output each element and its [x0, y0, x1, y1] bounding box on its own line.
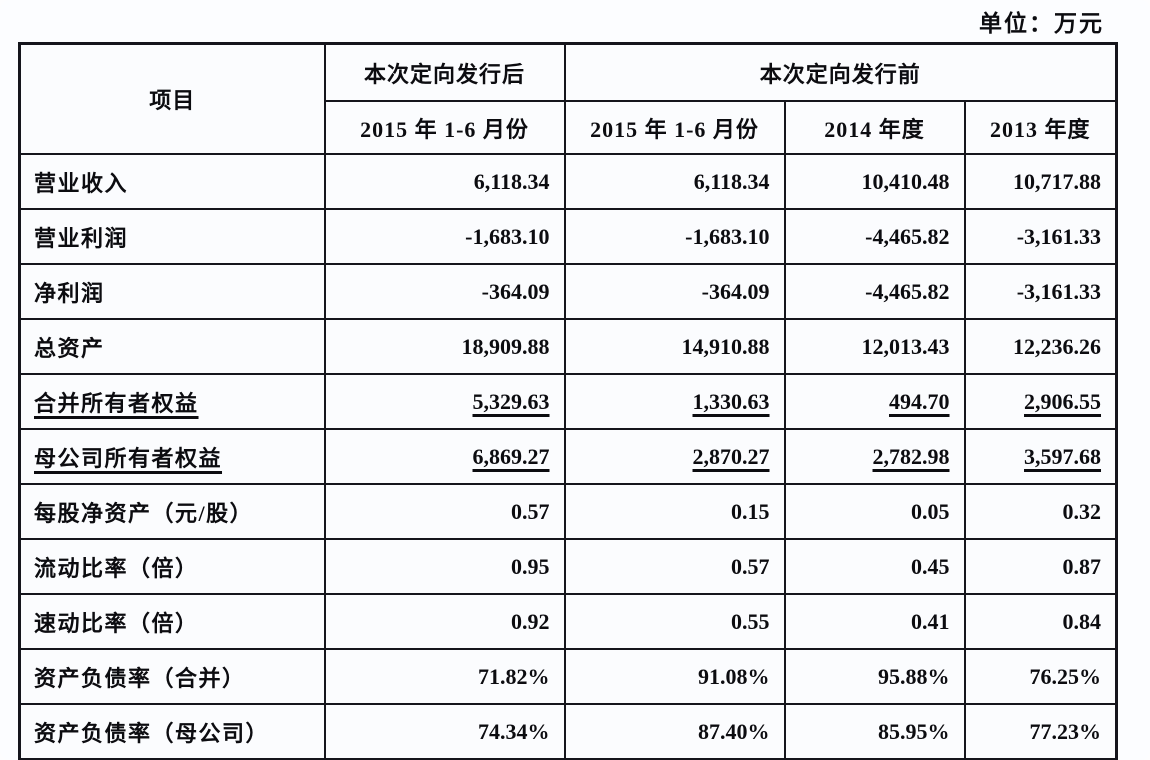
cell-2014: 95.88% — [783, 648, 966, 705]
cell-before-2015h1: 2,870.27 — [563, 428, 786, 485]
table-row: 资产负债率（合并） 71.82% 91.08% 95.88% 76.25% — [18, 648, 1118, 705]
cell-after-2015h1: 18,909.88 — [323, 318, 566, 375]
cell-2013: 3,597.68 — [963, 428, 1118, 485]
cell-2014: 0.05 — [783, 483, 966, 540]
table-row: 总资产 18,909.88 14,910.88 12,013.43 12,236… — [18, 318, 1118, 375]
table-row: 每股净资产（元/股） 0.57 0.15 0.05 0.32 — [18, 483, 1118, 540]
cell-2014: 85.95% — [783, 703, 966, 760]
cell-before-2015h1: 0.15 — [563, 483, 786, 540]
header-item-column: 项目 — [18, 42, 326, 155]
cell-before-2015h1: 0.57 — [563, 538, 786, 595]
table-row: 速动比率（倍） 0.92 0.55 0.41 0.84 — [18, 593, 1118, 650]
header-period-before-2015h1: 2015 年 1-6 月份 — [563, 100, 786, 155]
cell-after-2015h1: -1,683.10 — [323, 208, 566, 265]
header-period-after-2015h1: 2015 年 1-6 月份 — [323, 100, 566, 155]
cell-after-2015h1: 0.92 — [323, 593, 566, 650]
cell-after-2015h1: 6,869.27 — [323, 428, 566, 485]
cell-2014: -4,465.82 — [783, 263, 966, 320]
cell-2014: 2,782.98 — [783, 428, 966, 485]
table-row: 合并所有者权益 5,329.63 1,330.63 494.70 2,906.5… — [18, 373, 1118, 430]
cell-before-2015h1: 0.55 — [563, 593, 786, 650]
cell-2013: 76.25% — [963, 648, 1118, 705]
table-row: 营业利润 -1,683.10 -1,683.10 -4,465.82 -3,16… — [18, 208, 1118, 265]
cell-after-2015h1: 0.57 — [323, 483, 566, 540]
row-label: 净利润 — [18, 263, 326, 320]
cell-after-2015h1: 0.95 — [323, 538, 566, 595]
table-row: 净利润 -364.09 -364.09 -4,465.82 -3,161.33 — [18, 263, 1118, 320]
row-label: 母公司所有者权益 — [18, 428, 326, 485]
header-period-2014: 2014 年度 — [783, 100, 966, 155]
row-label: 速动比率（倍） — [18, 593, 326, 650]
cell-2014: -4,465.82 — [783, 208, 966, 265]
financial-summary-table: 项目 本次定向发行后 本次定向发行前 2015 年 1-6 月份 2015 年 … — [18, 42, 1119, 760]
cell-2013: -3,161.33 — [963, 263, 1118, 320]
cell-2013: 0.32 — [963, 483, 1118, 540]
row-label: 资产负债率（母公司） — [18, 703, 326, 760]
cell-before-2015h1: -1,683.10 — [563, 208, 786, 265]
cell-2013: 12,236.26 — [963, 318, 1118, 375]
cell-2014: 10,410.48 — [783, 153, 966, 210]
cell-after-2015h1: 5,329.63 — [323, 373, 566, 430]
row-label: 流动比率（倍） — [18, 538, 326, 595]
table-row: 资产负债率（母公司） 74.34% 87.40% 85.95% 77.23% — [18, 703, 1118, 760]
row-label: 每股净资产（元/股） — [18, 483, 326, 540]
table-body: 营业收入 6,118.34 6,118.34 10,410.48 10,717.… — [18, 153, 1118, 760]
cell-before-2015h1: -364.09 — [563, 263, 786, 320]
cell-before-2015h1: 6,118.34 — [563, 153, 786, 210]
cell-2014: 0.45 — [783, 538, 966, 595]
cell-before-2015h1: 87.40% — [563, 703, 786, 760]
cell-before-2015h1: 1,330.63 — [563, 373, 786, 430]
header-period-2013: 2013 年度 — [963, 100, 1118, 155]
row-label: 合并所有者权益 — [18, 373, 326, 430]
cell-2014: 12,013.43 — [783, 318, 966, 375]
cell-before-2015h1: 91.08% — [563, 648, 786, 705]
table-row: 流动比率（倍） 0.95 0.57 0.45 0.87 — [18, 538, 1118, 595]
cell-after-2015h1: -364.09 — [323, 263, 566, 320]
cell-before-2015h1: 14,910.88 — [563, 318, 786, 375]
row-label: 营业收入 — [18, 153, 326, 210]
row-label: 营业利润 — [18, 208, 326, 265]
header-before-issuance-group: 本次定向发行前 — [563, 42, 1118, 102]
cell-2013: 2,906.55 — [963, 373, 1118, 430]
cell-after-2015h1: 6,118.34 — [323, 153, 566, 210]
cell-2014: 0.41 — [783, 593, 966, 650]
cell-2013: 10,717.88 — [963, 153, 1118, 210]
table-row: 营业收入 6,118.34 6,118.34 10,410.48 10,717.… — [18, 153, 1118, 210]
table-header: 项目 本次定向发行后 本次定向发行前 2015 年 1-6 月份 2015 年 … — [18, 42, 1118, 155]
row-label: 总资产 — [18, 318, 326, 375]
table-row: 母公司所有者权益 6,869.27 2,870.27 2,782.98 3,59… — [18, 428, 1118, 485]
cell-after-2015h1: 74.34% — [323, 703, 566, 760]
cell-2013: 77.23% — [963, 703, 1118, 760]
header-after-issuance-group: 本次定向发行后 — [323, 42, 566, 102]
cell-2014: 494.70 — [783, 373, 966, 430]
cell-2013: 0.84 — [963, 593, 1118, 650]
unit-label: 单位：万元 — [979, 11, 1104, 36]
cell-after-2015h1: 71.82% — [323, 648, 566, 705]
cell-2013: -3,161.33 — [963, 208, 1118, 265]
row-label: 资产负债率（合并） — [18, 648, 326, 705]
cell-2013: 0.87 — [963, 538, 1118, 595]
